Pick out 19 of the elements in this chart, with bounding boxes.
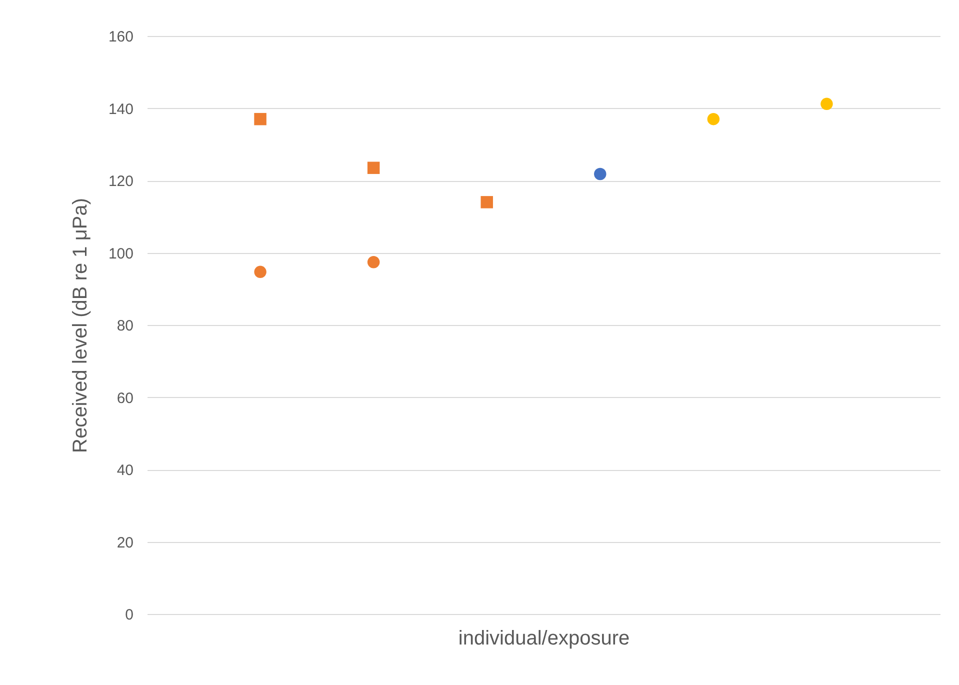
- point: [707, 112, 720, 126]
- y-tick-label: 0: [125, 606, 134, 624]
- y-tick-label: 80: [116, 318, 134, 334]
- y-tick-label: 20: [116, 534, 134, 552]
- x-axis-title: individual/exposure: [458, 628, 630, 650]
- point: [820, 98, 833, 110]
- point: [480, 196, 493, 208]
- point: [594, 168, 606, 180]
- point: [367, 162, 380, 174]
- y-tick-label: 100: [108, 245, 134, 262]
- y-tick-label: 120: [108, 173, 134, 190]
- y-tick-label: 140: [108, 100, 134, 118]
- y-tick-label: 40: [116, 462, 134, 479]
- y-tick-label: 160: [108, 28, 134, 46]
- point: [254, 266, 266, 278]
- point: [254, 112, 266, 126]
- y-axis-title: Received level (dB re 1 μPa): [69, 198, 92, 453]
- point: [367, 256, 380, 268]
- y-tick-label: 60: [116, 390, 134, 407]
